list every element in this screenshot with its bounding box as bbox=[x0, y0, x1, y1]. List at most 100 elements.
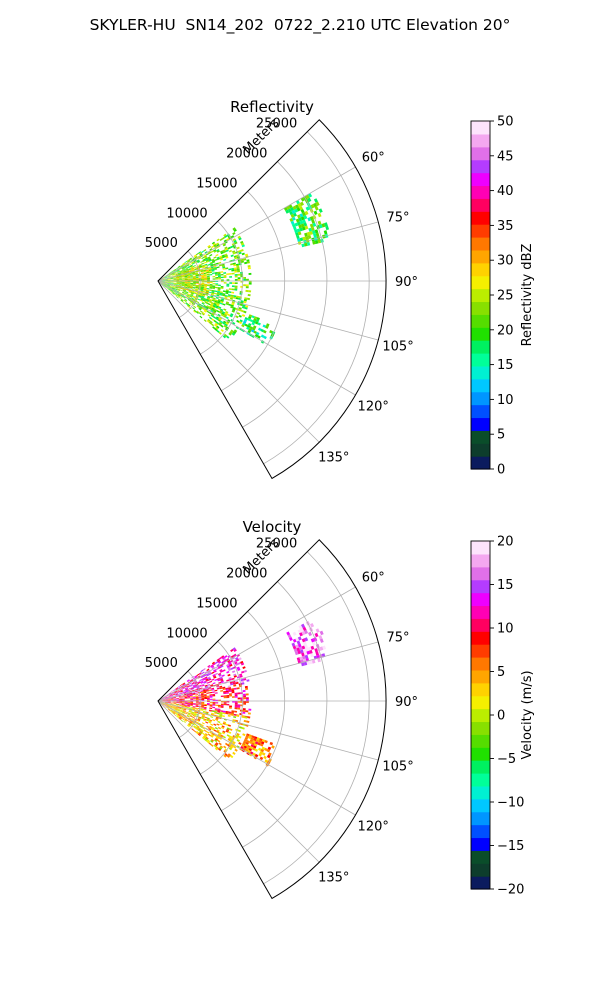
echo-gate bbox=[167, 704, 170, 707]
echo-gate bbox=[209, 261, 213, 264]
echo-gate bbox=[200, 691, 204, 693]
echo-gate bbox=[187, 697, 191, 699]
echo-gate bbox=[211, 661, 215, 665]
echo-gate bbox=[220, 251, 224, 255]
echo-gate bbox=[171, 272, 175, 275]
echo-gate bbox=[184, 265, 187, 268]
echo-gate bbox=[260, 748, 265, 753]
echo-gate bbox=[296, 214, 301, 219]
echo-gate bbox=[169, 705, 173, 707]
echo-gate bbox=[216, 730, 220, 734]
echo-gate bbox=[206, 731, 210, 734]
echo-gate bbox=[226, 283, 230, 286]
echo-gate bbox=[253, 743, 258, 747]
echo-gate bbox=[177, 271, 181, 273]
colorbar-swatch bbox=[471, 404, 490, 419]
echo-gate bbox=[218, 742, 222, 746]
echo-gate bbox=[169, 706, 173, 708]
echo-gate bbox=[198, 252, 202, 255]
echo-gate bbox=[221, 656, 226, 660]
echo-gate bbox=[229, 745, 234, 749]
echo-gate bbox=[184, 299, 187, 302]
echo-gate bbox=[187, 285, 191, 287]
echo-gate bbox=[182, 716, 186, 719]
echo-gate bbox=[189, 705, 193, 707]
echo-gate bbox=[176, 296, 179, 299]
echo-gate bbox=[176, 284, 179, 287]
echo-gate bbox=[213, 714, 217, 717]
echo-gate bbox=[168, 288, 172, 290]
echo-gate bbox=[208, 321, 212, 325]
echo-gate bbox=[214, 273, 218, 275]
echo-gate bbox=[305, 206, 310, 211]
echo-gate bbox=[264, 759, 269, 763]
echo-gate bbox=[220, 313, 224, 317]
echo-gate bbox=[252, 327, 256, 331]
echo-gate bbox=[219, 714, 223, 717]
echo-gate bbox=[295, 637, 300, 642]
echo-gate bbox=[170, 690, 174, 693]
echo-gate bbox=[196, 726, 200, 729]
echo-gate bbox=[221, 715, 225, 718]
echo-gate bbox=[207, 685, 211, 687]
echo-gate bbox=[169, 273, 172, 276]
echo-gate bbox=[176, 702, 180, 703]
echo-gate bbox=[230, 263, 234, 266]
echo-gate bbox=[181, 703, 185, 705]
echo-gate bbox=[226, 335, 230, 339]
echo-gate bbox=[182, 270, 186, 272]
echo-gate bbox=[244, 743, 249, 747]
echo-gate bbox=[204, 281, 208, 283]
echo-gate bbox=[162, 698, 165, 700]
echo-gate bbox=[190, 285, 193, 287]
echo-gate bbox=[313, 233, 317, 238]
echo-gate bbox=[307, 217, 312, 222]
echo-gate bbox=[167, 278, 171, 280]
echo-gate bbox=[172, 706, 176, 709]
echo-gate bbox=[207, 278, 210, 280]
echo-gate bbox=[175, 273, 179, 276]
echo-gate bbox=[195, 276, 199, 278]
echo-gate bbox=[195, 692, 198, 694]
echo-gate bbox=[216, 735, 220, 739]
echo-gate bbox=[217, 726, 222, 730]
echo-gate bbox=[231, 696, 235, 698]
echo-gate bbox=[223, 749, 227, 754]
echo-gate bbox=[207, 263, 211, 266]
echo-gate bbox=[173, 696, 176, 698]
echo-gate bbox=[186, 706, 190, 708]
echo-gate bbox=[193, 726, 196, 729]
echo-gate bbox=[205, 721, 209, 724]
echo-gate bbox=[210, 296, 214, 299]
echo-gate bbox=[162, 702, 165, 704]
echo-gate bbox=[186, 685, 190, 688]
echo-gate bbox=[206, 289, 210, 292]
echo-gate bbox=[192, 273, 196, 275]
echo-gate bbox=[168, 692, 172, 695]
echo-gate bbox=[163, 695, 167, 697]
echo-gate bbox=[231, 689, 235, 692]
echo-gate bbox=[203, 694, 207, 697]
echo-gate bbox=[182, 690, 186, 692]
radial-tick-label: 15000 bbox=[196, 596, 237, 611]
echo-gate bbox=[233, 666, 237, 669]
echo-gate bbox=[242, 742, 246, 746]
echo-gate bbox=[200, 298, 204, 301]
echo-gate bbox=[225, 290, 229, 293]
echo-gate bbox=[208, 269, 212, 272]
echo-gate bbox=[198, 251, 202, 254]
echo-gate bbox=[257, 335, 261, 339]
echo-gate bbox=[220, 680, 224, 684]
echo-gate bbox=[304, 637, 309, 642]
echo-gate bbox=[234, 270, 238, 273]
echo-gate bbox=[208, 742, 212, 746]
echo-gate bbox=[195, 311, 199, 314]
echo-gate bbox=[212, 278, 216, 280]
echo-gate bbox=[203, 735, 207, 738]
echo-gate bbox=[235, 681, 239, 685]
echo-gate bbox=[208, 312, 212, 315]
echo-gate bbox=[164, 283, 168, 285]
echo-gate bbox=[195, 721, 199, 724]
echo-gate bbox=[200, 675, 204, 679]
echo-gate bbox=[194, 271, 198, 273]
